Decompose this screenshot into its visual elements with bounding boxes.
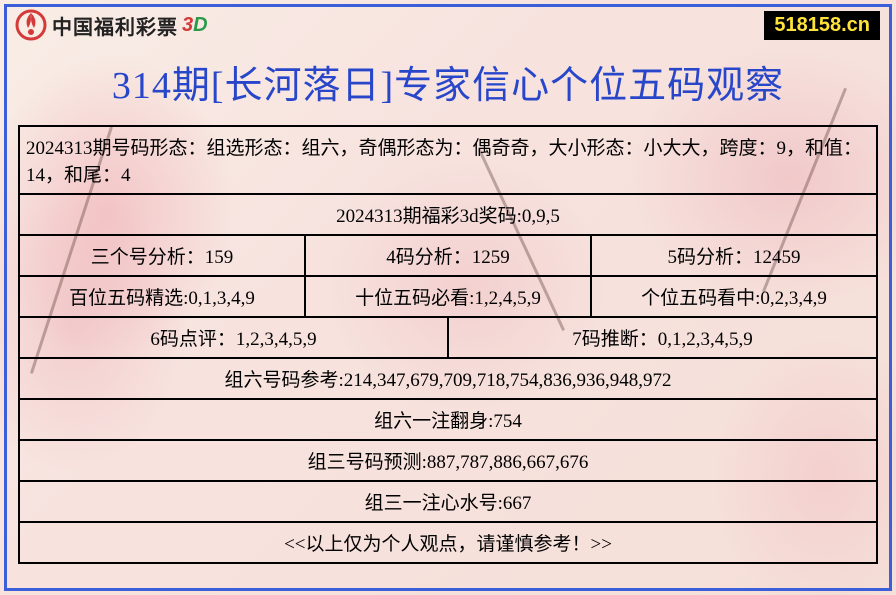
- row-zu3-one: 组三一注心水号:667: [19, 481, 877, 522]
- cell-analysis-5: 5码分析：12459: [591, 235, 877, 276]
- brand-text: 中国福利彩票: [52, 11, 178, 40]
- lottery-logo-icon: [14, 8, 48, 42]
- cell-analysis-3: 三个号分析：159: [19, 235, 305, 276]
- brand-logo: 中国福利彩票 3D: [14, 8, 208, 42]
- site-badge[interactable]: 518158.cn: [764, 11, 880, 40]
- cell-shi5: 十位五码必看:1,2,4,5,9: [305, 276, 591, 317]
- cell-code6: 6码点评：1,2,3,4,5,9: [19, 317, 448, 358]
- page-title: 314期[长河落日]专家信心个位五码观察: [0, 44, 896, 125]
- cell-code7: 7码推断：0,1,2,3,4,5,9: [448, 317, 877, 358]
- row-zu3-pred: 组三号码预测:887,787,886,667,676: [19, 440, 877, 481]
- cell-ge5: 个位五码看中:0,2,3,4,9: [591, 276, 877, 317]
- row-summary: 2024313期号码形态：组选形态：组六，奇偶形态为：偶奇奇，大小形态：小大大，…: [19, 126, 877, 194]
- row-zu6-ref: 组六号码参考:214,347,679,709,718,754,836,936,9…: [19, 358, 877, 399]
- data-table: 2024313期号码形态：组选形态：组六，奇偶形态为：偶奇奇，大小形态：小大大，…: [18, 125, 878, 564]
- row-footnote: <<以上仅为个人观点，请谨慎参考！>>: [19, 522, 877, 563]
- cell-bai5: 百位五码精选:0,1,3,4,9: [19, 276, 305, 317]
- cell-analysis-4: 4码分析：1259: [305, 235, 591, 276]
- row-prize: 2024313期福彩3d奖码:0,9,5: [19, 194, 877, 235]
- brand-3d-icon: 3D: [182, 14, 208, 37]
- row-zu6-one: 组六一注翻身:754: [19, 399, 877, 440]
